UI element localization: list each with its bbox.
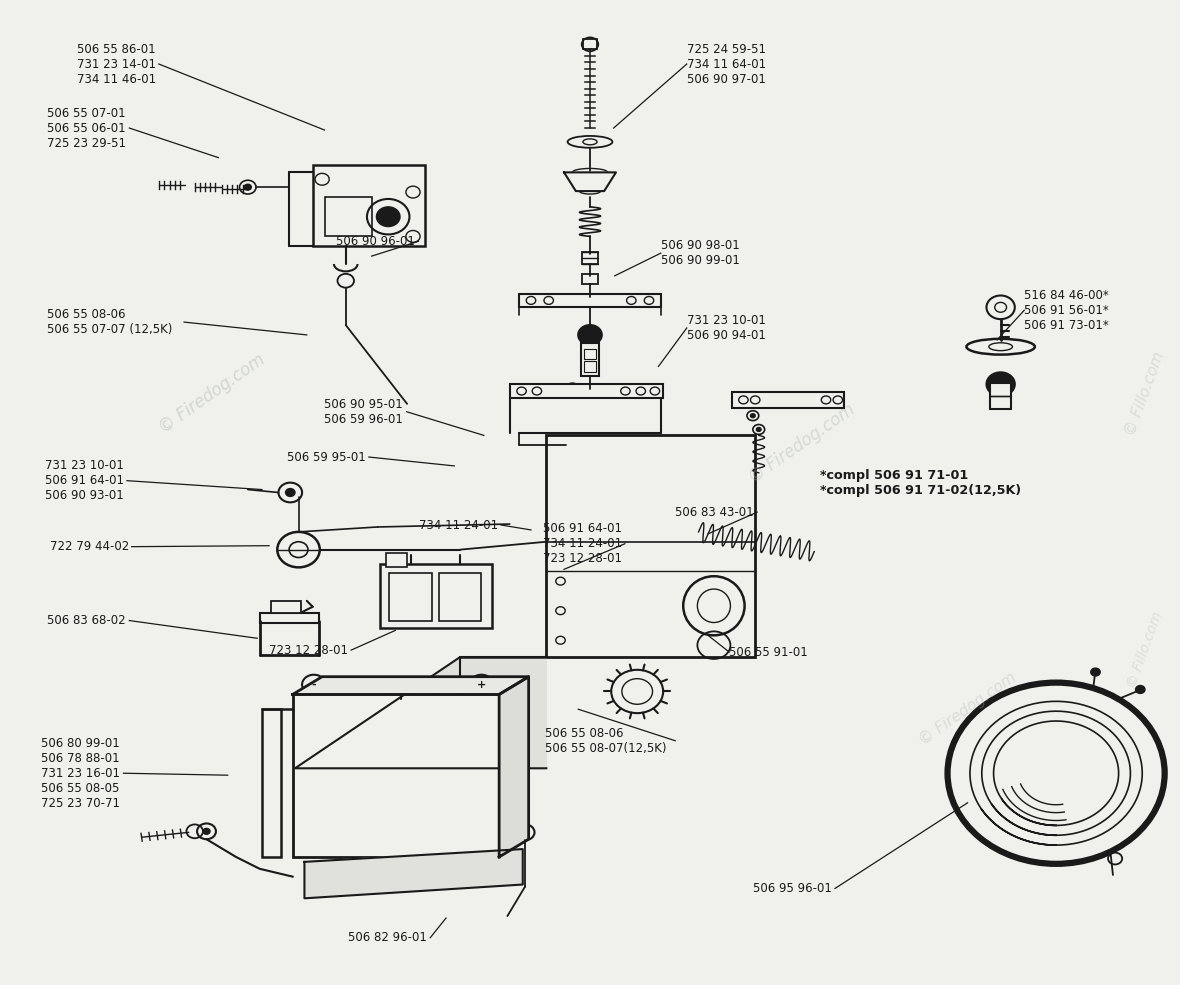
Bar bbox=[581, 343, 599, 376]
Text: 734 11 24-01: 734 11 24-01 bbox=[419, 518, 498, 532]
Polygon shape bbox=[499, 677, 529, 857]
Circle shape bbox=[750, 414, 755, 418]
Bar bbox=[439, 573, 481, 621]
Bar bbox=[324, 197, 372, 236]
Text: 516 84 46-00*
506 91 56-01*
506 91 73-01*: 516 84 46-00* 506 91 56-01* 506 91 73-01… bbox=[1024, 289, 1109, 332]
Bar bbox=[732, 392, 844, 408]
Text: 506 95 96-01: 506 95 96-01 bbox=[753, 882, 832, 895]
Circle shape bbox=[244, 184, 251, 190]
Circle shape bbox=[406, 684, 413, 689]
Text: 506 83 68-02: 506 83 68-02 bbox=[47, 614, 126, 627]
Circle shape bbox=[578, 325, 602, 345]
Text: 725 24 59-51
734 11 64-01
506 90 97-01: 725 24 59-51 734 11 64-01 506 90 97-01 bbox=[687, 42, 766, 86]
Text: -: - bbox=[312, 680, 316, 690]
Polygon shape bbox=[304, 849, 523, 898]
Text: 506 90 95-01
506 59 96-01: 506 90 95-01 506 59 96-01 bbox=[324, 398, 404, 426]
Circle shape bbox=[1090, 668, 1100, 676]
Bar bbox=[260, 613, 319, 623]
Bar bbox=[582, 274, 598, 284]
Text: 731 23 10-01
506 90 94-01: 731 23 10-01 506 90 94-01 bbox=[687, 314, 766, 342]
Circle shape bbox=[286, 489, 295, 496]
Text: 506 80 99-01
506 78 88-01
731 23 16-01
506 55 08-05
725 23 70-71: 506 80 99-01 506 78 88-01 731 23 16-01 5… bbox=[41, 737, 120, 810]
Text: *compl 506 91 71-01
*compl 506 91 71-02(12,5K): *compl 506 91 71-01 *compl 506 91 71-02(… bbox=[820, 469, 1021, 496]
Bar bbox=[386, 553, 407, 567]
Circle shape bbox=[203, 828, 210, 834]
Polygon shape bbox=[564, 172, 616, 191]
Text: 722 79 44-02: 722 79 44-02 bbox=[50, 540, 129, 554]
Circle shape bbox=[986, 372, 1015, 396]
Circle shape bbox=[432, 684, 439, 689]
Text: 506 55 08-06
506 55 07-07 (12,5K): 506 55 08-06 506 55 07-07 (12,5K) bbox=[47, 308, 172, 336]
Circle shape bbox=[333, 684, 340, 689]
Text: +: + bbox=[477, 680, 486, 690]
Circle shape bbox=[382, 684, 389, 689]
Bar bbox=[583, 39, 597, 49]
Bar bbox=[389, 573, 432, 621]
Bar bbox=[584, 349, 596, 359]
Bar bbox=[584, 361, 596, 372]
Bar bbox=[313, 165, 425, 246]
Text: 506 83 43-01: 506 83 43-01 bbox=[675, 505, 754, 519]
Bar bbox=[582, 252, 598, 264]
Bar bbox=[990, 383, 1011, 409]
Bar bbox=[380, 564, 492, 628]
Polygon shape bbox=[293, 677, 529, 694]
Circle shape bbox=[756, 427, 761, 431]
Text: © Fillo.com: © Fillo.com bbox=[1125, 610, 1165, 690]
Text: © Fillo.com: © Fillo.com bbox=[1122, 350, 1167, 438]
Text: 506 90 96-01: 506 90 96-01 bbox=[336, 234, 415, 248]
Bar bbox=[546, 435, 755, 657]
Bar bbox=[262, 709, 281, 857]
Text: 506 82 96-01: 506 82 96-01 bbox=[348, 931, 427, 945]
Bar bbox=[293, 694, 499, 857]
Bar bbox=[519, 294, 661, 307]
Text: 506 91 64-01
734 11 24-01
723 12 28-01: 506 91 64-01 734 11 24-01 723 12 28-01 bbox=[543, 522, 622, 565]
Circle shape bbox=[356, 684, 363, 689]
Circle shape bbox=[376, 207, 400, 227]
Text: 506 55 08-06
506 55 08-07(12,5K): 506 55 08-06 506 55 08-07(12,5K) bbox=[545, 727, 667, 755]
Text: 723 12 28-01: 723 12 28-01 bbox=[269, 643, 348, 657]
Text: © Firedog.com: © Firedog.com bbox=[916, 670, 1020, 749]
Text: 506 90 98-01
506 90 99-01: 506 90 98-01 506 90 99-01 bbox=[661, 239, 740, 267]
Bar bbox=[271, 601, 301, 613]
Text: 506 55 86-01
731 23 14-01
734 11 46-01: 506 55 86-01 731 23 14-01 734 11 46-01 bbox=[77, 42, 156, 86]
Polygon shape bbox=[295, 657, 546, 768]
Bar bbox=[510, 384, 663, 398]
Text: 506 55 91-01: 506 55 91-01 bbox=[729, 645, 808, 659]
Text: 731 23 10-01
506 91 64-01
506 90 93-01: 731 23 10-01 506 91 64-01 506 90 93-01 bbox=[45, 459, 124, 502]
Circle shape bbox=[455, 684, 463, 689]
Circle shape bbox=[1135, 686, 1145, 693]
Text: 506 55 07-01
506 55 06-01
725 23 29-51: 506 55 07-01 506 55 06-01 725 23 29-51 bbox=[47, 106, 126, 150]
Text: 506 59 95-01: 506 59 95-01 bbox=[287, 450, 366, 464]
Text: © Firedog.com: © Firedog.com bbox=[746, 400, 859, 487]
Text: © Firedog.com: © Firedog.com bbox=[156, 351, 269, 437]
